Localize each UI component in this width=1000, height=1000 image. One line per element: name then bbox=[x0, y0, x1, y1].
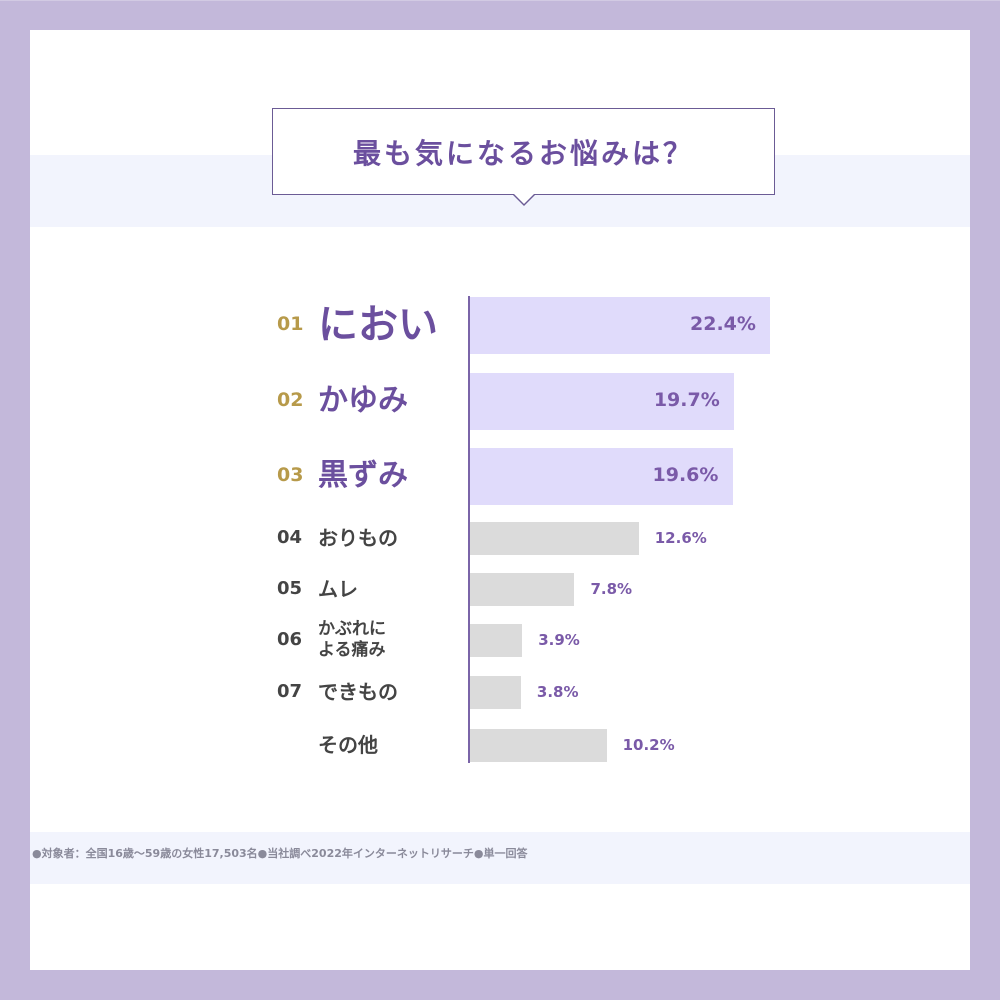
title-box: 最も気になるお悩みは？ bbox=[272, 108, 775, 195]
rank-2: 02 bbox=[277, 389, 304, 412]
value-label-3: 19.6% bbox=[652, 464, 719, 487]
value-label-2: 19.7% bbox=[653, 389, 720, 412]
category-label-8: その他 bbox=[318, 732, 378, 757]
bar-2 bbox=[470, 372, 734, 430]
rank-6: 06 bbox=[277, 628, 303, 650]
bar-6 bbox=[470, 623, 523, 657]
frame-grid-line bbox=[0, 0, 1000, 1]
chart-title: 最も気になるお悩みは？ bbox=[352, 136, 694, 170]
rank-5: 05 bbox=[277, 577, 303, 599]
value-label-7: 3.8% bbox=[536, 682, 579, 701]
value-label-1: 22.4% bbox=[690, 313, 756, 336]
value-label-6: 3.9% bbox=[538, 630, 580, 649]
category-label-1: におい bbox=[318, 302, 438, 348]
rank-3: 03 bbox=[277, 464, 304, 487]
category-label-7: できもの bbox=[318, 679, 398, 704]
survey-note: ●対象者：全国16歳〜59歳の女性17,503名●当社調べ2022年インターネッ… bbox=[32, 847, 528, 860]
rank-4: 04 bbox=[277, 526, 303, 548]
value-label-8: 10.2% bbox=[622, 735, 675, 754]
bar-1 bbox=[470, 296, 770, 354]
bar-5 bbox=[470, 572, 575, 606]
rank-7: 07 bbox=[277, 680, 303, 702]
bar-3 bbox=[470, 447, 733, 505]
title-tail-fill bbox=[513, 193, 535, 204]
chart-card: 最も気になるお悩みは？ 22.4% 01 におい 19.7% 02 かゆみ 19.6% 03 黒… bbox=[30, 30, 970, 970]
category-label-5: ムレ bbox=[318, 576, 358, 601]
value-label-5: 7.8% bbox=[590, 579, 633, 598]
y-axis-line bbox=[468, 296, 470, 763]
category-label-2: かゆみ bbox=[318, 383, 408, 419]
note-band bbox=[30, 832, 970, 884]
category-label-6: かぶれに よる痛み bbox=[318, 618, 386, 660]
category-label-3: 黒ずみ bbox=[318, 458, 408, 494]
bar-7 bbox=[470, 675, 521, 709]
rank-1: 01 bbox=[277, 313, 304, 336]
category-label-4: おりもの bbox=[318, 525, 398, 550]
bar-4 bbox=[470, 521, 639, 555]
value-label-4: 12.6% bbox=[654, 528, 707, 547]
bar-8 bbox=[470, 728, 607, 762]
